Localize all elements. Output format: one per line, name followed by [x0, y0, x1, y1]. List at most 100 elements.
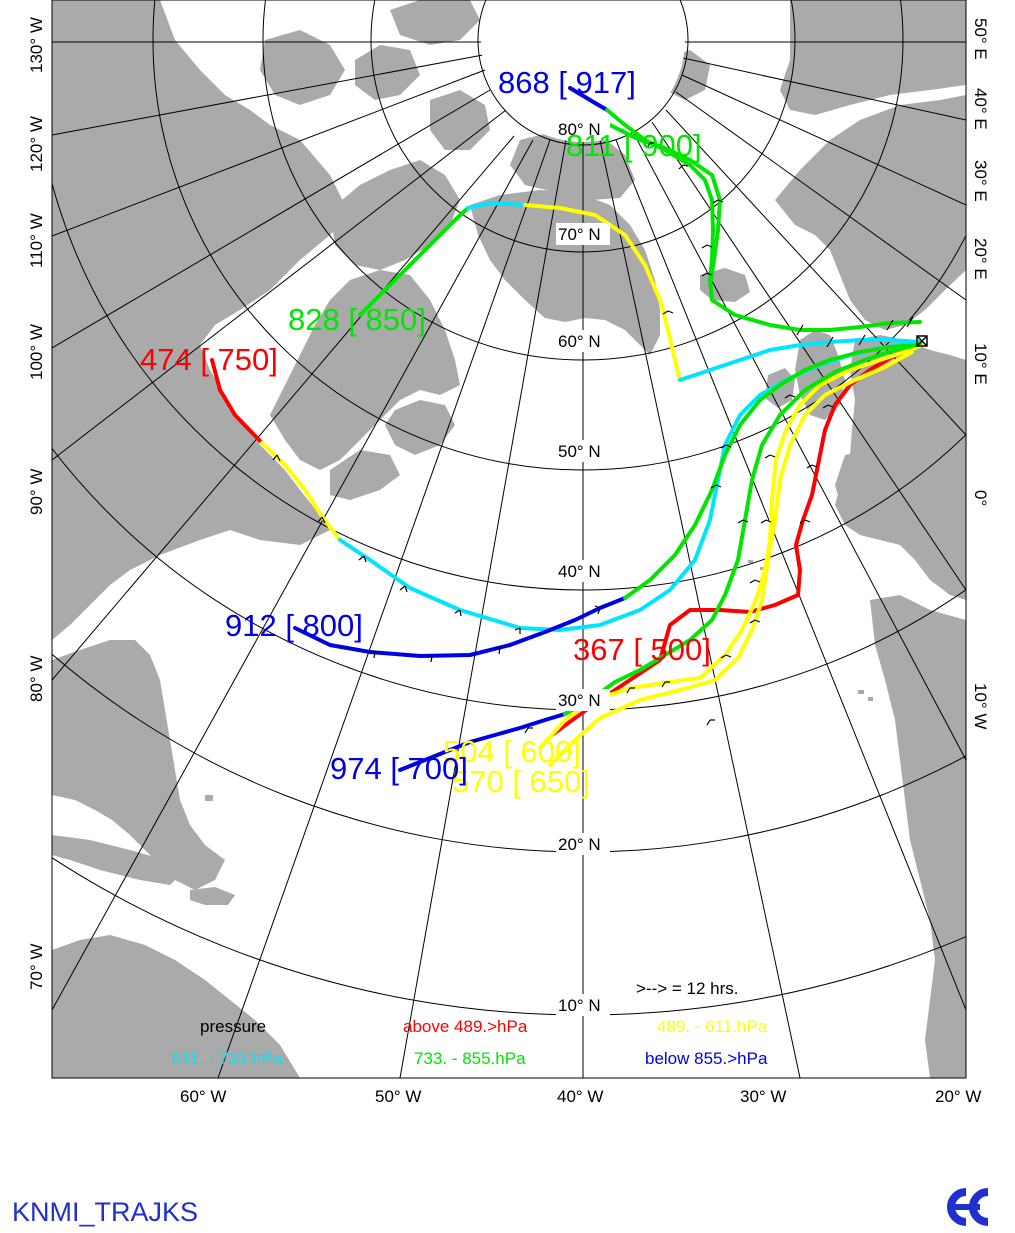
trajectory-868-blue-segment — [568, 86, 609, 112]
meridian-100w — [52, 89, 491, 349]
lon-label-left: 120° W — [27, 116, 46, 172]
tick — [749, 619, 761, 624]
trajectory-828-cyan-segment-1 — [466, 201, 527, 210]
tick — [886, 319, 894, 331]
lon-label-right: 40° E — [971, 88, 990, 130]
tick — [806, 464, 818, 469]
meridian-20e — [675, 91, 966, 301]
tick — [712, 199, 724, 204]
trajectories — [210, 86, 924, 772]
meridian-120w — [52, 54, 484, 136]
lon-label-left: 70° W — [27, 944, 46, 990]
tick — [594, 605, 601, 615]
land-arctic-islands-3 — [390, 0, 480, 45]
traj-label-570: 570 [ 650] — [452, 764, 590, 799]
tick — [427, 655, 433, 663]
meridian-60w — [217, 139, 551, 1078]
land-scandinavia — [775, 95, 966, 330]
legend: >--> = 12 hrs. pressure above 489.>hPa 4… — [172, 979, 768, 1068]
trajectory-811-green-segment — [608, 123, 722, 287]
lon-label-right: 10° W — [971, 683, 990, 729]
land-hispaniola — [190, 887, 235, 905]
time-ticks — [272, 142, 914, 748]
meridian-20w — [615, 139, 966, 1011]
trajectory-912-blue-segment — [293, 596, 627, 658]
land-iberia — [835, 450, 905, 522]
tick — [662, 310, 674, 315]
tick — [706, 719, 715, 726]
traj-label-504: 504 [ 600] — [443, 734, 581, 769]
legend-item-green: 733. - 855.hPa — [414, 1049, 526, 1068]
lat-label-70: 70° N — [558, 225, 601, 244]
meridian-40e — [682, 57, 966, 121]
footer-title: KNMI_TRAJKS — [12, 1197, 199, 1227]
land-usa-east — [52, 640, 225, 890]
tick — [358, 555, 367, 563]
meridian-90w — [52, 109, 507, 461]
land-north-america — [52, 0, 350, 640]
land-newfoundland — [385, 400, 455, 455]
tick — [494, 646, 501, 655]
tick — [799, 519, 811, 524]
land-azores-1 — [748, 560, 753, 563]
land-europe — [835, 335, 966, 600]
trajectory-367-red-segment — [550, 343, 922, 737]
land-cuba — [52, 835, 180, 885]
lon-label-right: 20° E — [971, 238, 990, 280]
ecmwf-logo-icon — [947, 1188, 989, 1226]
meridian-10e — [665, 109, 966, 436]
lat-label-50: 50° N — [558, 442, 601, 461]
tick — [822, 404, 834, 409]
lon-label-bottom: 50° W — [375, 1087, 421, 1106]
traj-label-828: 828 [ 850] — [288, 302, 426, 337]
legend-title: pressure — [200, 1017, 266, 1036]
meridians — [52, 41, 966, 1078]
lon-label-bottom: 30° W — [740, 1087, 786, 1106]
tick — [764, 454, 776, 459]
legend-item-yellow: 489. - 611.hPa — [657, 1017, 768, 1036]
tick — [760, 519, 772, 524]
tick — [661, 681, 670, 688]
tick — [796, 324, 804, 336]
tick — [646, 142, 655, 149]
land-canary-1 — [858, 690, 864, 694]
land-arctic-islands-4 — [430, 90, 490, 150]
lon-label-bottom: 20° W — [935, 1087, 981, 1106]
trajectory-570-yellow-segment — [548, 350, 914, 767]
land-bermuda — [205, 795, 213, 801]
meridian-50w — [399, 139, 567, 1078]
right-longitude-labels: 50° E 40° E 30° E 20° E 10° E 0° 10° W — [971, 18, 990, 729]
tick — [399, 585, 408, 593]
traj-label-868: 868 [ 917] — [498, 65, 636, 100]
legend-item-cyan: 611. - 733.hPa — [172, 1049, 283, 1068]
lon-label-left: 90° W — [27, 469, 46, 515]
meridian-0 — [651, 121, 966, 591]
lat-label-40: 40° N — [558, 562, 601, 581]
trajectory-labels: 868 [ 917] 811 [ 900] 828 [ 850] 474 [ 7… — [140, 65, 711, 799]
land-masses — [52, 0, 966, 1078]
left-longitude-labels: 130° W 120° W 110° W 100° W 90° W 80° W … — [27, 17, 46, 990]
lat-label-20: 20° N — [558, 835, 601, 854]
bottom-longitude-labels: 60° W 50° W 40° W 30° W 20° W — [180, 1087, 981, 1106]
tick — [272, 454, 281, 462]
pole-cap — [481, 0, 685, 142]
tick — [317, 516, 326, 524]
lat-label-30: 30° N — [558, 691, 601, 710]
traj-label-811: 811 [ 900] — [566, 128, 702, 163]
lat-label-80: 80° N — [558, 120, 601, 139]
cross-marker-icon — [916, 335, 928, 347]
lon-label-bottom: 60° W — [180, 1087, 226, 1106]
lon-label-left: 80° W — [27, 656, 46, 702]
map-frame — [51, 0, 967, 1079]
land-south-america — [52, 935, 300, 1078]
traj-label-474: 474 [ 750] — [140, 342, 278, 377]
legend-arrow-note: >--> = 12 hrs. — [636, 979, 739, 998]
lon-label-right: 0° — [971, 490, 990, 506]
tick — [524, 727, 533, 734]
tick — [906, 316, 914, 328]
land-canary-2 — [868, 697, 873, 701]
land-baffin-island — [330, 160, 460, 270]
traj-label-912: 912 [ 800] — [225, 608, 363, 643]
lon-label-bottom: 40° W — [557, 1087, 603, 1106]
